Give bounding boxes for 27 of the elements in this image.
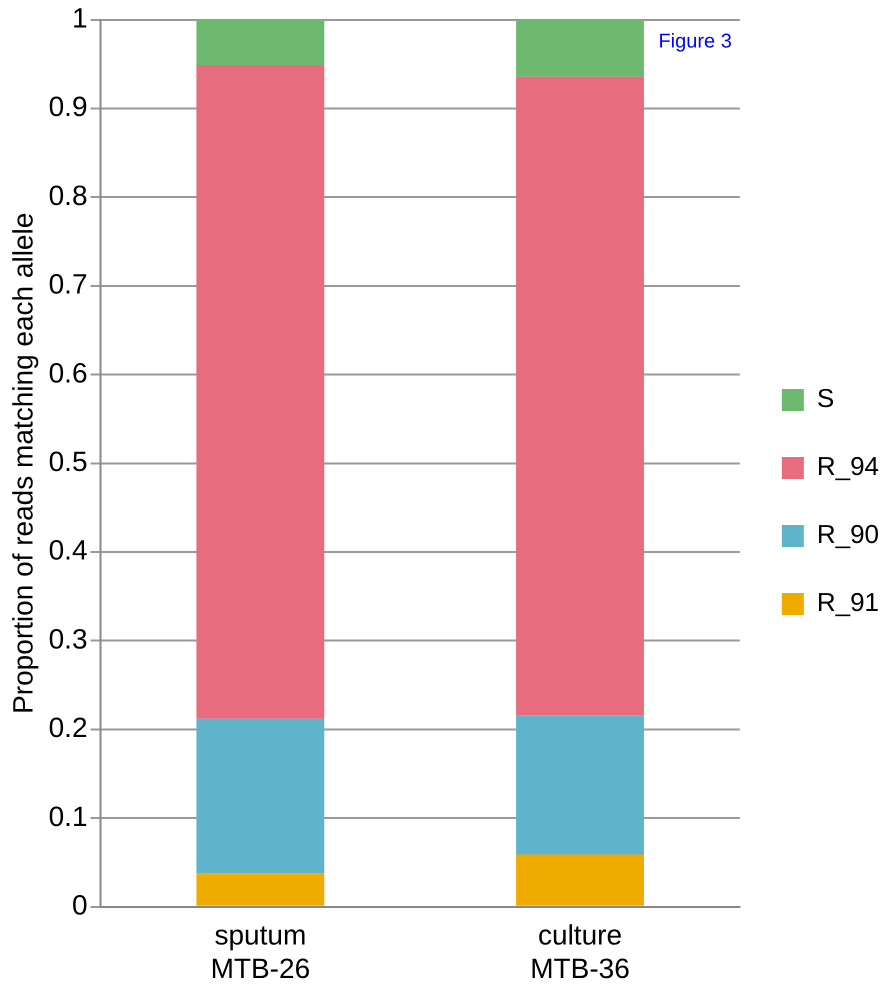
bar (516, 20, 644, 77)
bar (196, 20, 324, 66)
bar (196, 873, 324, 906)
legend-label: R_91 (816, 587, 879, 618)
bar (196, 718, 324, 874)
legend-label: S (816, 383, 834, 414)
bar (516, 854, 644, 906)
x-tick-label: sputum MTB-26 (210, 919, 310, 984)
y-tick-label: 0 (72, 890, 88, 921)
y-tick-label: 0.5 (48, 446, 88, 478)
x-tick-label: culture MTB-36 (530, 919, 630, 984)
bar (516, 715, 644, 854)
bar (516, 76, 644, 716)
y-tick-label: 0.9 (48, 91, 88, 122)
y-tick-label: 0.6 (48, 357, 88, 388)
y-tick-label: 0.8 (48, 180, 88, 211)
y-axis-title: Proportion of reads matching each allele (8, 212, 39, 714)
y-tick-label: 0.7 (48, 268, 88, 300)
legend-label: R_90 (816, 519, 879, 550)
y-tick-label: 1 (72, 2, 88, 34)
y-tick-label: 0.2 (48, 712, 88, 744)
bar (196, 65, 324, 719)
y-tick-label: 0.3 (48, 623, 88, 654)
y-tick-label: 0.1 (48, 800, 88, 832)
legend-label: R_94 (816, 451, 879, 482)
annotation: Figure 3 (658, 30, 732, 52)
y-tick-label: 0.4 (48, 534, 88, 566)
